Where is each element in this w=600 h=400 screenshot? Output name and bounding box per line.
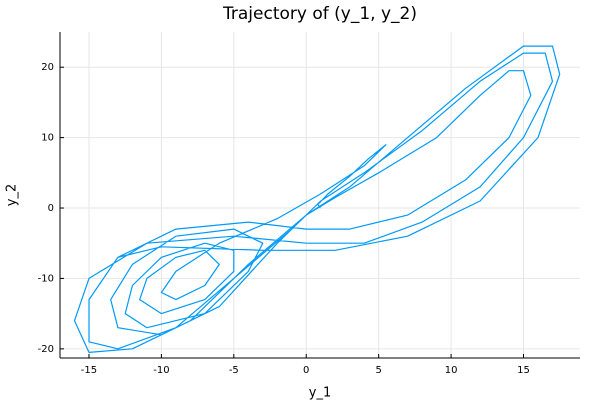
trajectory-line <box>73 45 561 353</box>
chart-title: Trajectory of (y_1, y_2) <box>222 4 417 24</box>
x-tick-label: -10 <box>153 365 169 376</box>
x-tick-label: -5 <box>229 365 239 376</box>
y-tick-label: -20 <box>38 344 54 355</box>
x-axis-label: y_1 <box>309 386 331 400</box>
y-tick-label: -10 <box>38 273 54 284</box>
y-tick-label: 10 <box>41 133 54 144</box>
x-tick-label: 0 <box>303 365 309 376</box>
x-tick-label: 15 <box>517 365 530 376</box>
x-tick-label: -15 <box>81 365 97 376</box>
y-axis-label: y_2 <box>5 184 20 206</box>
x-tick-label: 5 <box>375 365 381 376</box>
x-tick-label: 10 <box>445 365 458 376</box>
y-tick-label: 0 <box>48 203 54 214</box>
y-tick-label: 20 <box>41 62 54 73</box>
